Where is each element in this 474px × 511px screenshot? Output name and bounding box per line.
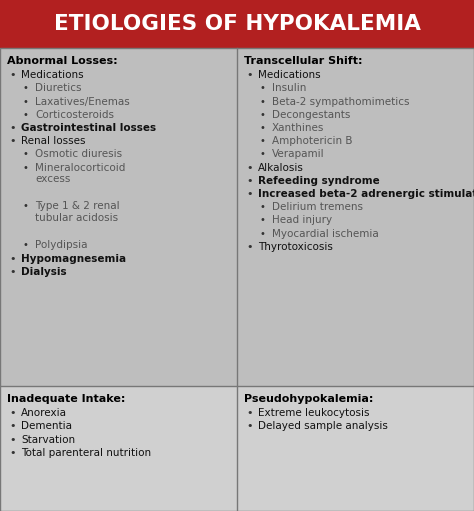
Text: •: •	[246, 422, 253, 431]
Text: •: •	[9, 422, 16, 431]
Text: ETIOLOGIES OF HYPOKALEMIA: ETIOLOGIES OF HYPOKALEMIA	[54, 14, 420, 34]
Text: Corticosteroids: Corticosteroids	[35, 110, 114, 120]
Text: •: •	[23, 110, 29, 120]
Text: Medications: Medications	[258, 70, 320, 80]
Bar	[0, 0, 474, 48]
Text: •: •	[9, 267, 16, 277]
Text: Renal losses: Renal losses	[21, 136, 85, 146]
Text: Decongestants: Decongestants	[272, 110, 350, 120]
Text: •: •	[9, 253, 16, 264]
Text: •: •	[246, 176, 253, 186]
Text: Alkalosis: Alkalosis	[258, 162, 304, 173]
Text: Dialysis: Dialysis	[21, 267, 67, 277]
Text: Gastrointestinal losses: Gastrointestinal losses	[21, 123, 156, 133]
Text: •: •	[246, 162, 253, 173]
Text: Insulin: Insulin	[272, 83, 306, 94]
Text: •: •	[260, 123, 266, 133]
Text: •: •	[246, 242, 253, 252]
Text: Inadequate Intake:: Inadequate Intake:	[7, 394, 126, 404]
Text: •: •	[23, 240, 29, 250]
Text: Diuretics: Diuretics	[35, 83, 82, 94]
Text: •: •	[246, 189, 253, 199]
Text: Mineralocorticoid
excess: Mineralocorticoid excess	[35, 162, 126, 184]
Text: •: •	[260, 97, 266, 107]
Text: Delirium tremens: Delirium tremens	[272, 202, 363, 212]
Text: Starvation: Starvation	[21, 434, 75, 445]
Bar	[237, 386, 474, 511]
Text: •: •	[23, 162, 29, 173]
Text: Pseudohypokalemia:: Pseudohypokalemia:	[244, 394, 374, 404]
Text: Osmotic diuresis: Osmotic diuresis	[35, 149, 122, 159]
Text: •: •	[260, 110, 266, 120]
Text: •: •	[260, 216, 266, 225]
Text: •: •	[9, 448, 16, 458]
Text: Xanthines: Xanthines	[272, 123, 324, 133]
Text: •: •	[9, 136, 16, 146]
Text: •: •	[9, 70, 16, 80]
Text: •: •	[9, 434, 16, 445]
Text: Laxatives/Enemas: Laxatives/Enemas	[35, 97, 130, 107]
Text: Delayed sample analysis: Delayed sample analysis	[258, 422, 388, 431]
Text: Transcellular Shift:: Transcellular Shift:	[244, 56, 363, 66]
Bar	[237, 48, 474, 386]
Text: •: •	[9, 123, 16, 133]
Bar	[0, 48, 237, 386]
Text: •: •	[246, 70, 253, 80]
Text: Type 1 & 2 renal
tubular acidosis: Type 1 & 2 renal tubular acidosis	[35, 201, 119, 223]
Text: •: •	[23, 83, 29, 94]
Text: Hypomagnesemia: Hypomagnesemia	[21, 253, 126, 264]
Text: •: •	[260, 228, 266, 239]
Text: Total parenteral nutrition: Total parenteral nutrition	[21, 448, 151, 458]
Text: •: •	[23, 201, 29, 212]
Text: Dementia: Dementia	[21, 422, 72, 431]
Text: •: •	[23, 149, 29, 159]
Text: •: •	[260, 136, 266, 146]
Text: Refeeding syndrome: Refeeding syndrome	[258, 176, 380, 186]
Text: Polydipsia: Polydipsia	[35, 240, 88, 250]
Text: •: •	[260, 202, 266, 212]
Text: Thyrotoxicosis: Thyrotoxicosis	[258, 242, 333, 252]
Text: Anorexia: Anorexia	[21, 408, 67, 418]
Text: •: •	[246, 408, 253, 418]
Text: Extreme leukocytosis: Extreme leukocytosis	[258, 408, 370, 418]
Text: •: •	[260, 83, 266, 94]
Text: Beta-2 sympathomimetics: Beta-2 sympathomimetics	[272, 97, 410, 107]
Text: Abnormal Losses:: Abnormal Losses:	[7, 56, 118, 66]
Text: Head injury: Head injury	[272, 216, 332, 225]
Text: Medications: Medications	[21, 70, 83, 80]
Text: Myocardial ischemia: Myocardial ischemia	[272, 228, 379, 239]
Text: Amphotericin B: Amphotericin B	[272, 136, 353, 146]
Text: Increased beta-2 adrenergic stimulation: Increased beta-2 adrenergic stimulation	[258, 189, 474, 199]
Text: •: •	[260, 149, 266, 159]
Text: •: •	[9, 408, 16, 418]
Text: Verapamil: Verapamil	[272, 149, 325, 159]
Bar	[0, 386, 237, 511]
Text: •: •	[23, 97, 29, 107]
